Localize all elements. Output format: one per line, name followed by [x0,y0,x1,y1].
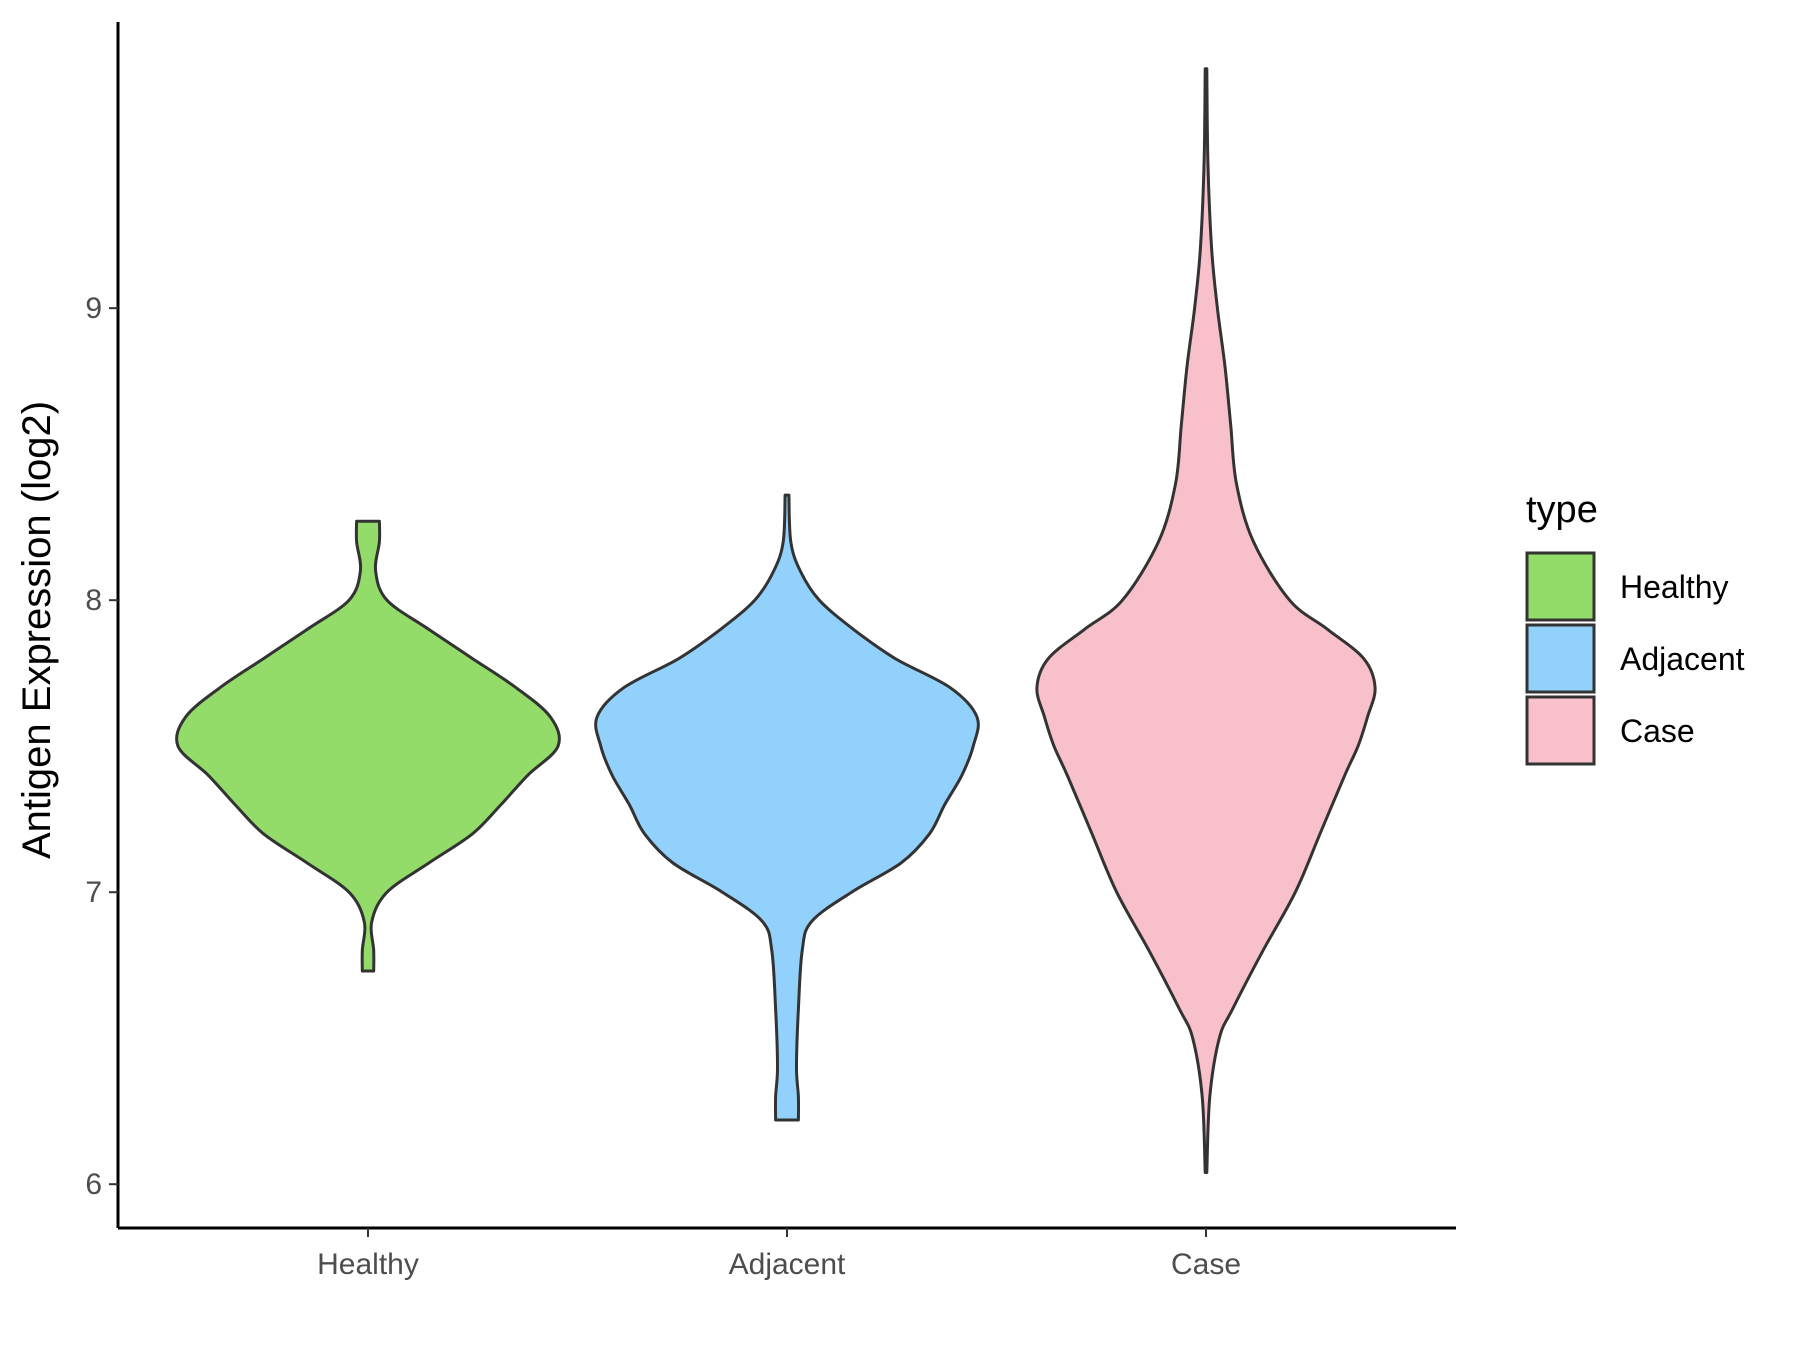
x-tick-label: Adjacent [729,1248,846,1281]
legend-title: type [1526,489,1598,531]
y-tick-label: 8 [85,584,102,617]
x-tick-label: Case [1171,1248,1241,1281]
x-ticks: Healthy Adjacent Case [317,1228,1241,1281]
violin-case [1035,67,1377,1174]
legend: type Healthy Adjacent Case [1525,489,1745,766]
y-tick-label: 6 [85,1168,102,1201]
violins-layer [175,67,1377,1174]
y-ticks: 6 7 8 9 [85,292,118,1201]
violin-healthy [175,519,561,973]
legend-key-healthy [1525,551,1596,622]
legend-label-case: Case [1620,713,1695,749]
x-tick-label: Healthy [317,1248,419,1281]
y-axis-title: Antigen Expression (log2) [15,401,59,859]
y-tick-label: 9 [85,292,102,325]
legend-label-healthy: Healthy [1620,569,1729,605]
y-tick-label: 7 [85,876,102,909]
violin-adjacent [594,493,980,1122]
legend-key-case [1525,695,1596,766]
legend-label-adjacent: Adjacent [1620,641,1745,677]
legend-key-adjacent [1525,623,1596,694]
